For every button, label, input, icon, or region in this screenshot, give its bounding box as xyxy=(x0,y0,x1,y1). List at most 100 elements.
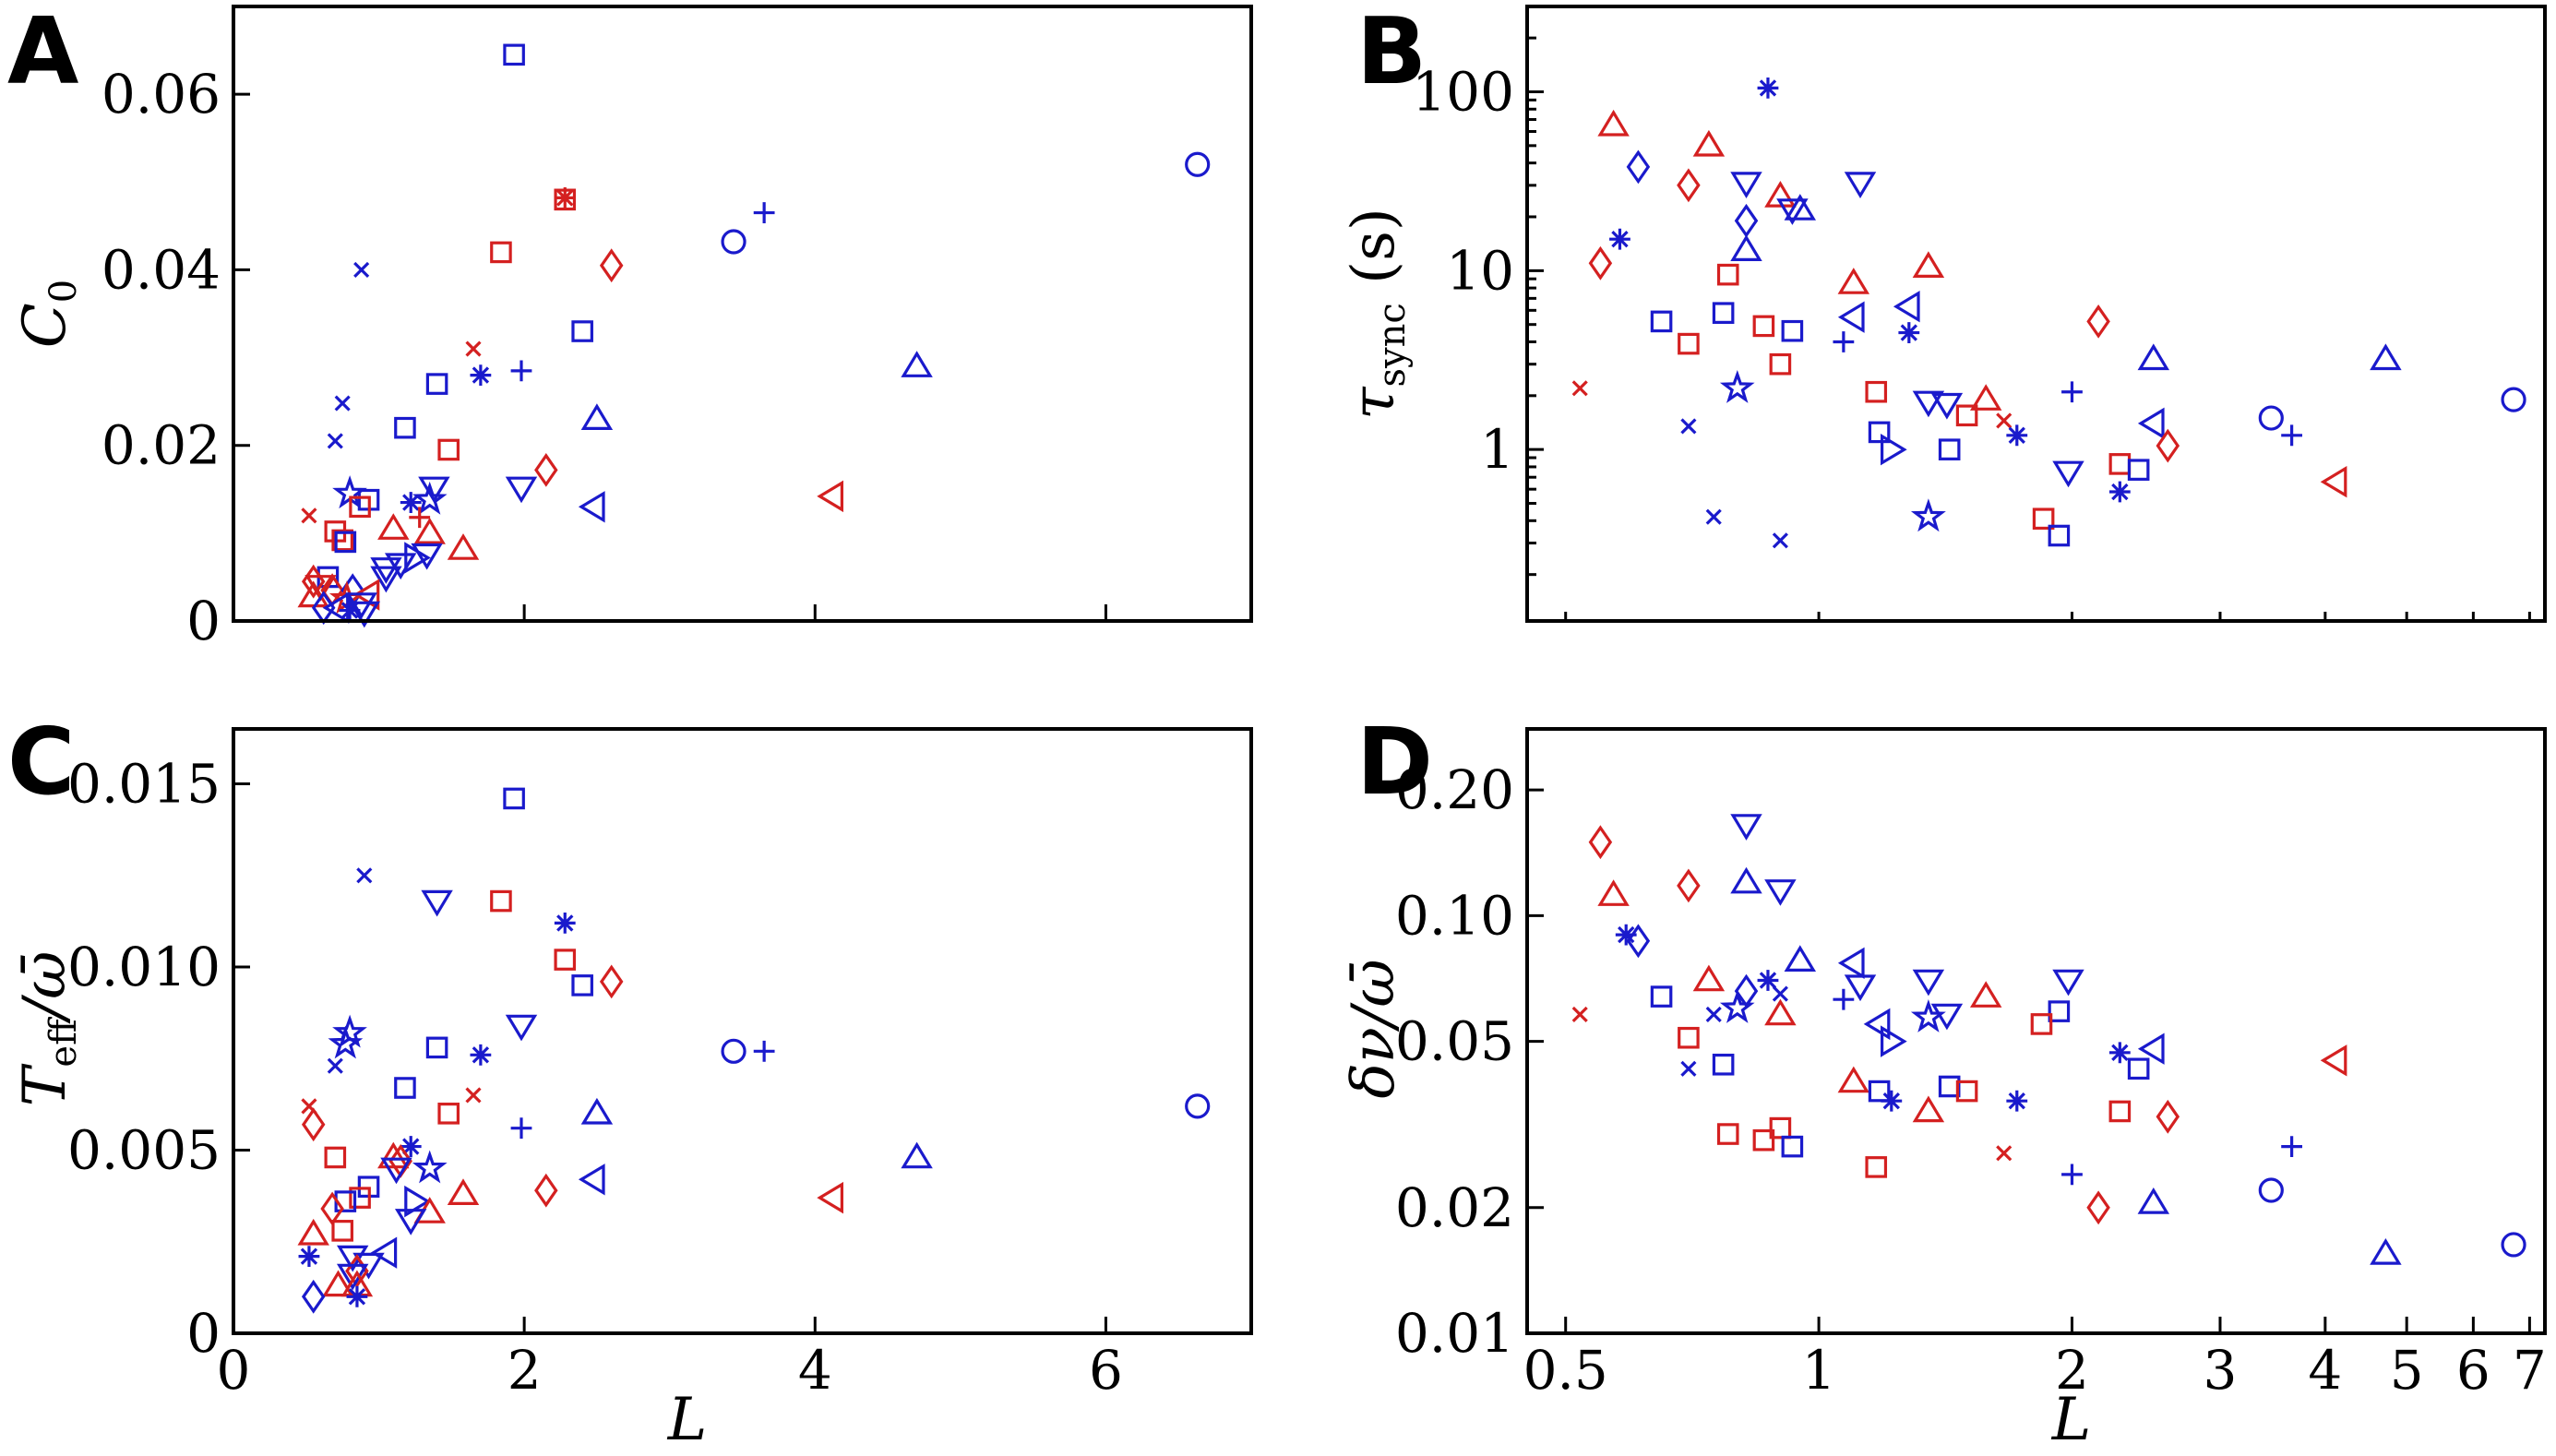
data-point-plus xyxy=(2281,1136,2303,1158)
data-point-asterisk xyxy=(2006,424,2028,447)
data-point-circle xyxy=(2258,1177,2284,1203)
data-point-cross xyxy=(465,1087,482,1104)
data-point-star xyxy=(1910,999,1946,1032)
data-point-cross xyxy=(465,340,482,357)
data-point-asterisk xyxy=(2006,1090,2028,1112)
data-point-triangle-up xyxy=(1692,964,1726,992)
panel-d-xtick-label: 2 xyxy=(2055,1339,2089,1402)
data-point-square xyxy=(425,373,448,395)
data-point-triangle-up xyxy=(580,403,614,430)
data-point-triangle-up xyxy=(447,1178,480,1206)
data-point-square xyxy=(1752,1128,1775,1152)
data-point-plus xyxy=(1833,988,1855,1010)
data-point-square xyxy=(425,1036,448,1059)
data-point-cross xyxy=(1571,1006,1588,1023)
panel-a-marks: 0 0.02 0.04 0.06 xyxy=(102,43,1211,652)
data-point-square xyxy=(1769,1116,1792,1140)
data-point-triangle-up xyxy=(1730,866,1762,894)
panel-d-xtick-label: 0.5 xyxy=(1523,1339,1608,1402)
data-point-plus xyxy=(409,507,431,529)
data-point-plus xyxy=(2061,381,2083,403)
data-point-diamond xyxy=(534,1173,558,1208)
panel-a: A 00.020.040.06 C0 xyxy=(7,0,1253,652)
data-point-diamond xyxy=(1626,924,1651,959)
panel-c-xtick-label: 0 xyxy=(217,1339,251,1402)
panel-c-xtick-label: 2 xyxy=(508,1339,542,1402)
panel-d-ytick-label: 0.10 xyxy=(1395,884,1514,947)
data-point-triangle-left xyxy=(2137,1032,2165,1065)
data-point-square xyxy=(503,787,525,810)
data-point-triangle-up xyxy=(1969,981,2002,1008)
data-point-square xyxy=(2108,1100,2132,1123)
data-point-cross xyxy=(1772,985,1788,1002)
data-point-asterisk xyxy=(470,364,492,386)
data-point-plus xyxy=(510,360,532,382)
data-point-diamond xyxy=(1588,245,1613,280)
data-point-square xyxy=(1650,310,1673,333)
data-point-triangle-up xyxy=(1912,251,1945,278)
data-point-diamond xyxy=(1677,168,1701,203)
panel-d-frame xyxy=(1525,727,2547,1335)
data-point-diamond xyxy=(320,1191,344,1226)
data-point-diamond xyxy=(2156,428,2180,463)
data-point-cross xyxy=(327,433,343,449)
data-point-cross xyxy=(1996,412,2013,429)
data-point-triangle-left xyxy=(2137,407,2165,440)
panel-a-ytick-label: 0.04 xyxy=(102,238,221,301)
data-point-square xyxy=(490,889,512,913)
panel-c-ylabel-sub: eff xyxy=(42,1017,85,1068)
data-point-circle xyxy=(1185,151,1211,177)
data-point-diamond xyxy=(301,1107,326,1142)
data-point-diamond xyxy=(2086,1190,2110,1225)
panel-d-xtick-label: 6 xyxy=(2456,1339,2490,1402)
panel-b: B 1 10 100 τsync (s) xyxy=(1340,0,2547,623)
data-point-asterisk xyxy=(1898,322,1920,343)
panel-b-ytick-label: 1 xyxy=(1480,418,1514,481)
data-point-square xyxy=(1781,1135,1804,1158)
panel-c-marks: 0 2 4 6 0 0.005 0.010 0.015 xyxy=(67,753,1211,1402)
data-point-square xyxy=(324,1146,347,1169)
data-point-plus xyxy=(753,1040,775,1062)
data-point-square xyxy=(1650,985,1673,1008)
data-point-square xyxy=(490,241,512,264)
panel-a-ytick-label: 0.06 xyxy=(102,63,221,125)
panel-a-ytick-label: 0 xyxy=(186,590,221,652)
data-point-triangle-left xyxy=(1837,301,1865,333)
panel-d-xtick-label: 1 xyxy=(1802,1339,1836,1402)
data-point-diamond xyxy=(301,1279,326,1314)
panel-d-marks: 0.5 1 2 3 4 5 6 7 0.01 0.02 0.05 0.10 0.20 xyxy=(1395,758,2547,1402)
data-point-asterisk xyxy=(339,600,361,621)
data-point-triangle-right xyxy=(1880,1025,1907,1057)
data-point-diamond xyxy=(1588,825,1613,860)
data-point-square xyxy=(1868,1080,1891,1103)
panel-a-ytick-label: 0.02 xyxy=(102,414,221,477)
data-point-cross xyxy=(356,867,373,884)
data-point-triangle-up xyxy=(297,1218,329,1246)
data-point-triangle-down xyxy=(411,543,443,570)
data-point-triangle-up xyxy=(1912,1095,1945,1123)
panel-c-ytick-label: 0.015 xyxy=(67,753,221,816)
data-point-diamond xyxy=(1677,868,1701,903)
data-point-triangle-up xyxy=(580,1097,614,1125)
data-point-triangle-left xyxy=(578,491,605,523)
data-point-square xyxy=(1712,302,1735,324)
data-point-diamond xyxy=(1734,203,1759,238)
data-point-diamond xyxy=(2086,304,2110,339)
data-point-triangle-left xyxy=(2320,1044,2347,1077)
data-point-triangle-up xyxy=(2370,1237,2402,1265)
panel-c-frame xyxy=(232,727,1253,1335)
data-point-triangle-down xyxy=(1912,390,1945,418)
data-point-square xyxy=(394,416,416,439)
data-point-triangle-left xyxy=(1893,290,1920,323)
panel-b-frame xyxy=(1525,5,2547,623)
data-point-square xyxy=(1781,319,1804,342)
data-point-plus xyxy=(2281,424,2303,447)
data-point-square xyxy=(1938,438,1961,460)
data-point-square xyxy=(1955,1080,1978,1103)
panel-d-xtick-label: 5 xyxy=(2390,1339,2424,1402)
data-point-star xyxy=(1910,498,1946,532)
data-point-triangle-down xyxy=(1764,879,1797,906)
panel-d-ytick-label: 0.05 xyxy=(1395,1010,1514,1073)
data-point-square xyxy=(1716,1123,1739,1145)
data-point-cross xyxy=(353,261,370,279)
